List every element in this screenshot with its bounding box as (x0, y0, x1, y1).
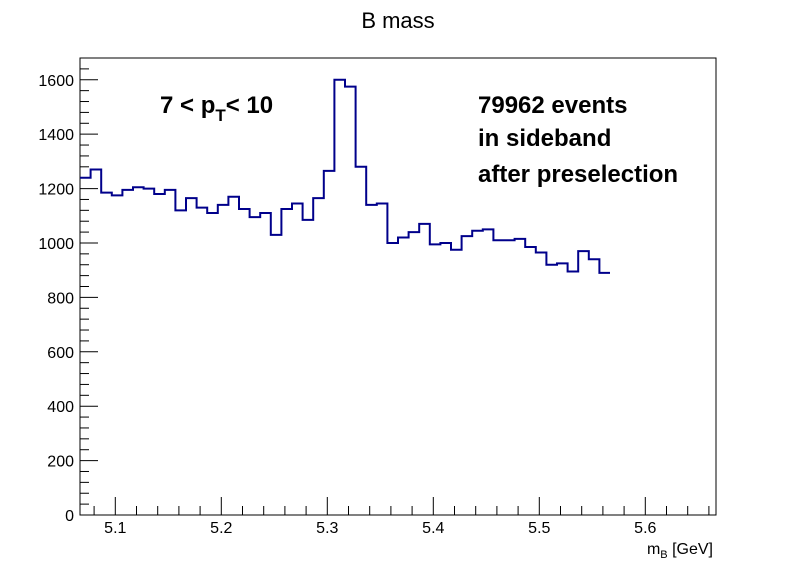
y-tick-label: 1600 (38, 73, 74, 90)
events-annotation-line3: after preselection (478, 161, 678, 188)
y-tick-label: 200 (47, 454, 74, 471)
y-tick-label: 800 (47, 290, 74, 307)
y-tick-label: 0 (65, 508, 74, 525)
pt-cut-sub: T (215, 106, 226, 125)
pt-cut-pre: 7 < p (160, 92, 215, 119)
chart-title: B mass (361, 8, 434, 33)
events-annotation-line1: 79962 events (478, 92, 627, 119)
y-tick-label: 1000 (38, 236, 74, 253)
x-tick-label: 5.1 (104, 520, 126, 537)
y-axis: 0 200 400 600 800 1000 1200 1400 1600 (38, 57, 98, 525)
x-axis: 5.1 5.2 5.3 5.4 5.5 5.6 (93, 497, 710, 537)
x-tick-label: 5.4 (422, 520, 444, 537)
x-tick-label: 5.6 (634, 520, 656, 537)
events-annotation-line2: in sideband (478, 125, 611, 152)
x-axis-title: mB [GeV] (647, 541, 713, 561)
x-tick-label: 5.2 (210, 520, 232, 537)
y-tick-label: 400 (47, 399, 74, 416)
y-tick-label: 1200 (38, 182, 74, 199)
y-tick-label: 1400 (38, 127, 74, 144)
plot-frame (79, 57, 717, 516)
pt-cut-post: < 10 (226, 92, 273, 119)
x-axis-title-sub: B (660, 549, 667, 561)
y-tick-label: 600 (47, 345, 74, 362)
x-tick-label: 5.5 (528, 520, 550, 537)
pt-cut-annotation: 7 < pT< 10 (160, 92, 273, 125)
x-axis-title-unit: [GeV] (668, 541, 713, 558)
x-axis-title-main: m (647, 541, 660, 558)
x-tick-label: 5.3 (316, 520, 338, 537)
histogram-series-line (80, 78, 610, 274)
